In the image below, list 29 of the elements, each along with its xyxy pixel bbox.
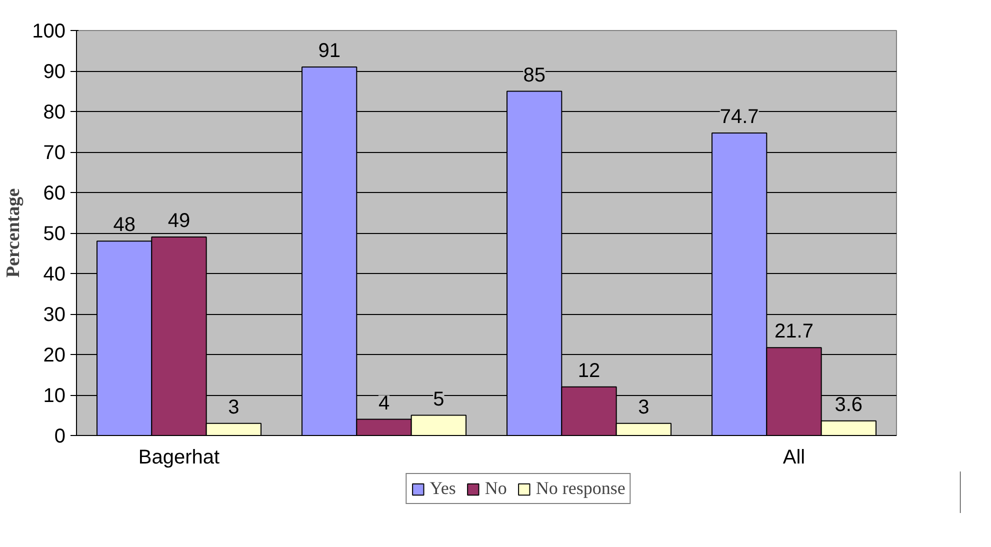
- y-tick-label: 90: [43, 61, 66, 83]
- data-label: 12: [578, 360, 600, 382]
- y-tick-label: 30: [43, 304, 66, 326]
- y-tick-label: 80: [43, 102, 66, 124]
- data-label: 85: [523, 64, 546, 86]
- y-tick-label: 40: [43, 264, 66, 286]
- y-tick-label: 70: [43, 142, 66, 164]
- data-label: 3: [228, 396, 240, 418]
- x-tick-label: Bagerhat: [138, 446, 220, 468]
- data-label: 48: [113, 214, 136, 236]
- data-label: 5: [433, 388, 444, 410]
- data-label: 21.7: [774, 320, 814, 343]
- data-label: 91: [318, 40, 340, 62]
- data-label: 74.7: [720, 106, 759, 128]
- legend-label: No response: [536, 478, 626, 499]
- data-label: 49: [168, 210, 190, 232]
- x-tick-label: All: [782, 446, 806, 468]
- data-label: 4: [378, 392, 390, 414]
- data-label: 3: [638, 396, 650, 418]
- y-tick-label: 60: [43, 182, 66, 204]
- y-tick-label: 10: [43, 385, 66, 407]
- y-tick-label: 50: [43, 223, 66, 245]
- data-label: 3.6: [834, 394, 863, 416]
- y-axis-title: Percentage: [3, 188, 24, 278]
- y-tick-label: 100: [32, 20, 66, 42]
- y-tick-label: 20: [43, 344, 66, 366]
- legend-label: No: [484, 478, 507, 499]
- legend-label: Yes: [430, 478, 456, 499]
- y-tick-label: 0: [54, 426, 66, 448]
